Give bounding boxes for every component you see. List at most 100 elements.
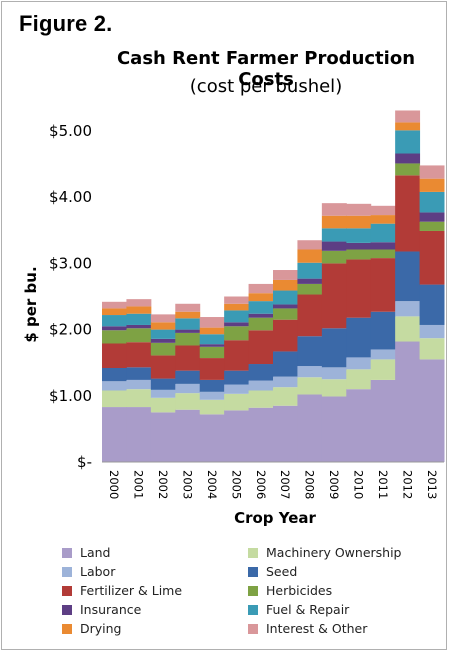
- bar-segment: [126, 367, 152, 380]
- bar-segment: [102, 301, 127, 309]
- legend-swatch: [248, 567, 258, 577]
- legend-swatch: [62, 624, 72, 634]
- x-tick-label: 2009: [327, 470, 341, 499]
- legend-item: Herbicides: [248, 583, 332, 598]
- x-axis-title: Crop Year: [234, 509, 316, 527]
- bar-segment: [126, 306, 152, 314]
- legend-swatch: [62, 586, 72, 596]
- bar-segment: [370, 242, 396, 250]
- bar-segment: [297, 249, 323, 263]
- bar-segment: [224, 393, 250, 411]
- bar-segment: [395, 163, 421, 176]
- legend-label: Fertilizer & Lime: [80, 583, 183, 598]
- bar-segment: [150, 338, 176, 343]
- legend-item: Insurance: [62, 602, 141, 617]
- bar-segment: [175, 332, 201, 346]
- bar-segment: [297, 240, 323, 250]
- bar-segment: [346, 389, 372, 462]
- legend-label: Land: [80, 545, 111, 560]
- y-tick-label: $4.00: [49, 188, 92, 206]
- x-tick-label: 2006: [254, 470, 268, 499]
- legend-swatch: [62, 548, 72, 558]
- legend-item: Land: [62, 545, 110, 560]
- bar-segment: [395, 122, 421, 131]
- x-tick-label: 2013: [425, 470, 439, 499]
- legend-label: Herbicides: [266, 583, 333, 598]
- legend-item: Seed: [248, 564, 297, 579]
- x-tick-label: 2005: [229, 470, 243, 499]
- bar-segment: [419, 191, 445, 213]
- bar-segment: [273, 308, 298, 320]
- y-tick-label: $2.00: [49, 321, 92, 339]
- bar-segment: [224, 384, 250, 394]
- bar-segment: [224, 310, 250, 323]
- legend-label: Interest & Other: [266, 621, 368, 636]
- bar-segment: [273, 270, 298, 280]
- legend-label: Machinery Ownership: [266, 545, 402, 560]
- bar-segment: [321, 215, 347, 229]
- x-tick-label: 2011: [376, 470, 390, 499]
- bar-segment: [370, 249, 396, 259]
- bar-segment: [126, 299, 152, 307]
- bar-segment: [224, 370, 250, 385]
- bar-segment: [370, 359, 396, 380]
- bar-segment: [395, 316, 421, 342]
- x-axis-ticks: 2000 2001 2002 2003 2004 2005 2006 2007 2008 2009…: [107, 470, 439, 499]
- bar-segment: [199, 327, 225, 335]
- bar-segment: [370, 311, 396, 350]
- bar-segment: [126, 379, 152, 390]
- bar-segment: [175, 409, 201, 462]
- bar-segment: [395, 153, 421, 164]
- bar-segment: [248, 390, 274, 408]
- bar-segment: [102, 390, 127, 408]
- bar-segment: [419, 324, 445, 339]
- bar-segment: [199, 344, 225, 347]
- bar-segment: [346, 317, 372, 358]
- bar-segment: [150, 342, 176, 356]
- bar-segment: [370, 349, 396, 360]
- bar-segment: [224, 340, 250, 371]
- x-tick-label: 2001: [132, 470, 146, 499]
- bar-segment: [297, 294, 323, 337]
- bar-segment: [199, 414, 225, 462]
- bar-segment: [273, 279, 298, 291]
- bar-segment: [346, 259, 372, 318]
- bar-segment: [199, 399, 225, 415]
- bar-segment: [150, 322, 176, 330]
- legend-item: Fertilizer & Lime: [62, 583, 182, 598]
- bar-segment: [150, 389, 176, 398]
- bar-segment: [370, 258, 396, 312]
- legend-item: Drying: [62, 621, 122, 636]
- bar-segment: [321, 367, 347, 380]
- legend-item: Labor: [62, 564, 115, 579]
- bar-segment: [273, 387, 298, 406]
- legend-item: Interest & Other: [248, 621, 367, 636]
- bar-segment: [346, 242, 372, 250]
- bar-segment: [248, 330, 274, 365]
- bar-segment: [395, 341, 421, 462]
- bar-segment: [102, 326, 127, 331]
- bar-segment: [321, 250, 347, 264]
- bar-segment: [126, 342, 152, 368]
- bar-segment: [126, 328, 152, 343]
- y-axis-ticks: $- $1.00 $2.00 $3.00 $4.00 $5.00: [49, 122, 92, 471]
- x-tick-label: 2008: [303, 470, 317, 499]
- bar-segment: [346, 203, 372, 216]
- bar-segment: [419, 165, 445, 179]
- bar-segment: [321, 328, 347, 368]
- bar-segment: [199, 379, 225, 392]
- bar-segment: [175, 370, 201, 384]
- bar-segment: [248, 283, 274, 294]
- bar-segment: [395, 110, 421, 123]
- bar-segment: [150, 397, 176, 413]
- bar-segment: [273, 376, 298, 388]
- bar-segment: [297, 366, 323, 378]
- y-axis-title: $ per bu.: [22, 266, 40, 342]
- chart-title: Cash Rent Farmer Production Costs: [116, 48, 416, 90]
- legend-label: Labor: [80, 564, 116, 579]
- bar-segment: [224, 322, 250, 327]
- bar-segment: [419, 284, 445, 325]
- chart-subtitle: (cost per bushel): [189, 76, 343, 97]
